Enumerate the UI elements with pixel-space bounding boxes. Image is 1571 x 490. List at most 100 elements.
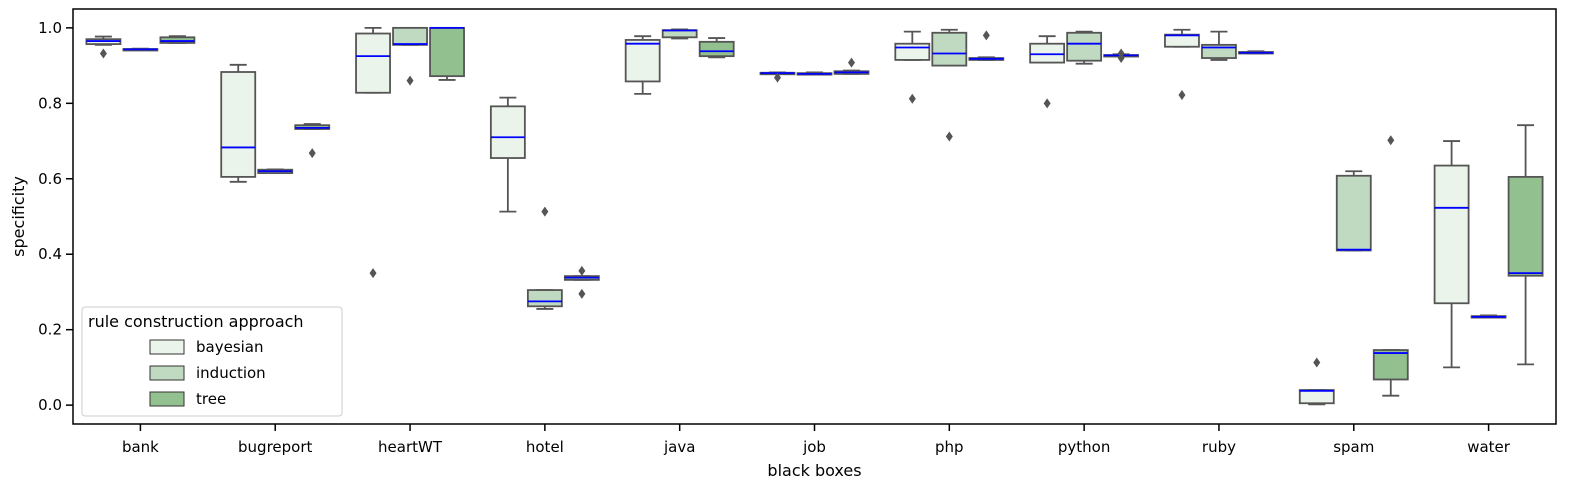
box-java-bayesian <box>624 35 661 95</box>
box-iqr <box>698 40 735 58</box>
x-tick-label: python <box>1058 438 1110 456</box>
box-php-induction <box>931 28 968 142</box>
box-iqr <box>1372 349 1409 381</box>
axes: 0.0 0.2 0.4 0.6 0.8 1.0 bank bugreport heartWT ho… <box>38 8 1557 456</box>
legend-swatch-tree <box>149 391 185 407</box>
box-hotel-induction <box>526 206 563 310</box>
flier-point <box>308 148 316 159</box>
box-iqr <box>159 36 196 44</box>
x-tick-label: php <box>935 438 964 456</box>
flier-point <box>541 206 549 217</box>
y-tick-label: 0.2 <box>38 321 62 339</box>
x-tick-label: java <box>663 438 695 456</box>
box-ruby-tree <box>1238 50 1274 55</box>
box-spam-tree <box>1372 135 1409 397</box>
box-iqr <box>526 289 563 308</box>
flier-point <box>982 30 990 41</box>
x-tick-label: ruby <box>1202 438 1236 456</box>
box-bugreport-tree <box>294 123 331 159</box>
box-iqr <box>1433 164 1470 305</box>
box-iqr <box>1029 42 1066 64</box>
y-tick-label: 0.0 <box>38 396 62 414</box>
plot-area <box>85 26 1544 406</box>
box-spam-induction <box>1335 170 1372 252</box>
flier-point <box>848 57 855 68</box>
y-tick-label: 0.4 <box>38 245 62 263</box>
legend-swatch-bayesian <box>149 339 185 355</box>
box-python-bayesian <box>1029 35 1066 109</box>
box-iqr <box>1066 31 1103 62</box>
x-tick-label: water <box>1467 438 1511 456</box>
flier-point <box>406 75 414 86</box>
box-bank-induction <box>122 47 159 52</box>
flier-point <box>1313 357 1321 368</box>
box-php-bayesian <box>894 30 931 104</box>
legend-frame <box>81 306 343 417</box>
box-iqr <box>429 26 465 78</box>
box-iqr <box>392 26 428 46</box>
x-tick-label: heartWT <box>378 438 443 456</box>
box-ruby-induction <box>1201 30 1237 61</box>
box-java-tree <box>698 37 735 59</box>
flier-point <box>578 288 586 299</box>
box-iqr <box>931 31 968 67</box>
box-java-induction <box>661 28 698 40</box>
y-tick-label: 1.0 <box>38 19 62 37</box>
box-water-bayesian <box>1433 140 1470 369</box>
legend-label-bayesian: bayesian <box>196 338 264 356</box>
x-axis-label: black boxes <box>767 461 861 480</box>
box-bugreport-bayesian <box>220 63 257 183</box>
box-job-bayesian <box>759 71 796 83</box>
legend-swatch-induction <box>149 365 185 381</box>
box-iqr <box>1164 33 1200 48</box>
box-water-induction <box>1470 314 1507 319</box>
flier-point <box>1387 135 1395 146</box>
box-iqr <box>355 32 391 94</box>
box-spam-bayesian <box>1298 357 1335 406</box>
y-axis-label: specificity <box>9 176 28 257</box>
box-iqr <box>220 71 257 178</box>
box-iqr <box>894 42 931 61</box>
box-php-tree <box>968 30 1005 61</box>
box-iqr <box>489 105 526 159</box>
box-water-tree <box>1507 124 1544 366</box>
flier-point <box>774 72 781 83</box>
box-hotel-tree <box>563 265 600 299</box>
box-job-tree <box>833 57 870 75</box>
flier-point <box>1117 53 1125 64</box>
flier-point <box>99 48 107 59</box>
x-tick-label: job <box>802 438 826 456</box>
box-python-induction <box>1066 30 1103 65</box>
x-tick-label: bugreport <box>238 438 312 456</box>
box-hotel-bayesian <box>489 96 526 213</box>
legend-label-tree: tree <box>196 390 226 408</box>
box-heartWT-tree <box>429 26 465 81</box>
y-tick-label: 0.8 <box>38 94 62 112</box>
box-iqr <box>1507 175 1544 277</box>
box-python-tree <box>1103 48 1140 64</box>
legend: rule construction approach bayesian induc… <box>81 306 343 417</box>
flier-point <box>945 131 953 142</box>
box-bank-tree <box>159 35 196 44</box>
box-iqr <box>1298 389 1335 405</box>
box-iqr <box>624 39 661 83</box>
box-ruby-bayesian <box>1164 28 1200 101</box>
legend-label-induction: induction <box>196 364 266 382</box>
box-heartWT-bayesian <box>355 26 391 279</box>
x-tick-label: spam <box>1333 438 1374 456</box>
flier-point <box>908 93 916 104</box>
x-tick-label: bank <box>122 438 159 456</box>
box-iqr <box>1335 174 1372 252</box>
legend-title: rule construction approach <box>88 312 304 331</box>
flier-point <box>1043 98 1051 109</box>
box-heartWT-induction <box>392 26 428 86</box>
flier-point <box>369 268 377 279</box>
box-bank-bayesian <box>85 35 122 59</box>
flier-point <box>1178 90 1186 101</box>
y-tick-label: 0.6 <box>38 170 62 188</box>
x-tick-label: hotel <box>526 438 564 456</box>
box-job-induction <box>796 71 833 76</box>
box-bugreport-induction <box>257 168 294 175</box>
flier-point <box>578 265 586 276</box>
